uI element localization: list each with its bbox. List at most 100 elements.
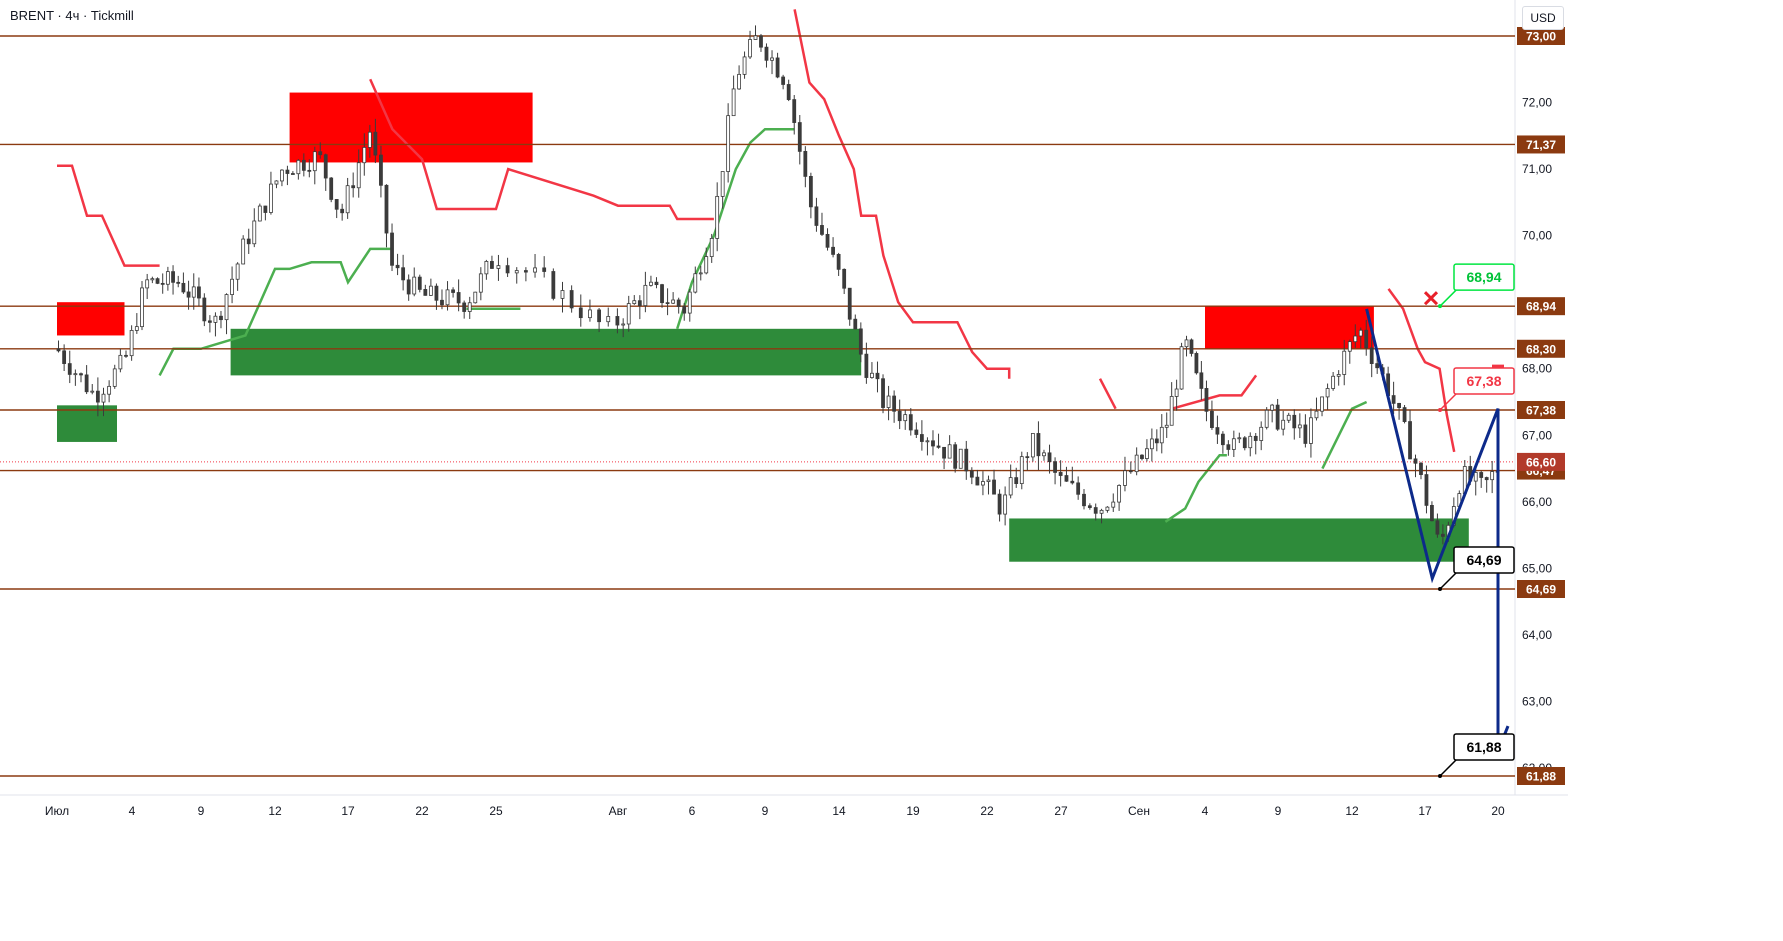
supply-zone [1205, 305, 1374, 349]
candle-body [569, 290, 574, 309]
candle-body [1194, 353, 1199, 374]
candle-body [356, 162, 361, 189]
candle-body [171, 271, 175, 283]
level-tag-bg [1517, 400, 1565, 419]
candle-body [947, 444, 952, 459]
candle-body [290, 173, 295, 175]
level-tag-bg [1517, 135, 1565, 154]
callout-leader [1439, 572, 1457, 590]
candle-body [886, 395, 891, 408]
candle-body [257, 205, 262, 222]
x-tick-label: 4 [129, 804, 136, 818]
price-chart[interactable]: 68,94 67,38 64,69 61,88 73,00 72,00 71,00 70,00… [0, 0, 1568, 826]
callout-anchor [1438, 587, 1442, 592]
candle-body [748, 39, 752, 58]
callout-leader [1439, 393, 1457, 411]
candle-body [1159, 426, 1164, 444]
supertrend-down-line [369, 78, 714, 221]
candle-body [124, 354, 128, 357]
candle-body [451, 289, 455, 293]
candle-body [654, 281, 659, 286]
candle-body [312, 151, 317, 172]
candle-body [263, 205, 268, 213]
candle-body [1008, 477, 1013, 496]
candle-body [698, 272, 703, 275]
candle-body [1408, 421, 1412, 460]
candle-body [1014, 477, 1019, 485]
candle-body [362, 147, 367, 164]
supertrend-up-line [1164, 453, 1227, 523]
candle-body [334, 199, 339, 210]
candle-body [1030, 433, 1035, 458]
candle-body [831, 246, 835, 255]
level-tag-label: 64,69 [1526, 583, 1556, 597]
candle-body [615, 316, 620, 326]
callout-label: 67,38 [1466, 373, 1501, 389]
callout-anchor [1438, 304, 1442, 309]
x-tick-label: 20 [1491, 804, 1505, 818]
candle-body [786, 84, 791, 100]
candle-body [230, 278, 234, 295]
x-tick-label: 17 [341, 804, 355, 818]
candle-body [440, 299, 444, 306]
x-tick-label: Сен [1128, 804, 1150, 818]
chart-header-title: BRENT · 4ч · Tickmill [10, 8, 134, 23]
price-callout[interactable]: 68,94 [1438, 263, 1515, 309]
price-callout[interactable]: 61,88 [1438, 733, 1515, 778]
candle-body [1105, 506, 1110, 511]
candle-body [1248, 435, 1253, 449]
zones-group [57, 92, 1469, 562]
candle-body [597, 309, 601, 323]
candle-body [340, 208, 345, 214]
candle-body [467, 302, 472, 312]
supertrend-up-line [676, 127, 795, 330]
candle-body [197, 286, 201, 299]
candle-body [936, 445, 941, 448]
candle-body [62, 350, 67, 364]
candle-body [296, 159, 301, 175]
candle-body [224, 294, 229, 321]
level-price-tag: 68,30 [1517, 339, 1565, 358]
candle-body [1430, 504, 1434, 522]
candle-body [181, 282, 186, 293]
callout-box [1453, 733, 1515, 761]
candle-body [1342, 350, 1347, 375]
currency-button[interactable]: USD [1522, 6, 1564, 30]
candle-body [1303, 424, 1308, 444]
price-callout[interactable]: 64,69 [1438, 546, 1515, 592]
x-tick-label: 9 [198, 804, 205, 818]
candle-body [1281, 419, 1286, 430]
candle-body [908, 414, 913, 431]
x-tick-label: 25 [489, 804, 503, 818]
candle-body [875, 372, 880, 380]
level-price-tag: 67,38 [1517, 400, 1565, 419]
candle-body [997, 493, 1002, 515]
candle-body [73, 373, 78, 376]
candle-body [285, 169, 290, 174]
candle-body [704, 256, 709, 274]
candle-body [1264, 409, 1269, 428]
price-callout[interactable]: 67,38 [1438, 367, 1515, 412]
candle-body [307, 169, 312, 172]
levels-group [0, 35, 1515, 777]
candle-body [165, 271, 170, 285]
candle-body [742, 56, 747, 75]
candle-body [406, 279, 411, 295]
candle-body [953, 444, 958, 469]
candle-body [814, 206, 819, 226]
candle-body [1259, 426, 1264, 441]
candle-body [160, 282, 165, 285]
candle-body [1164, 424, 1169, 428]
candle-body [1484, 477, 1489, 481]
candle-body [1117, 485, 1122, 503]
candle-body [825, 233, 830, 248]
candle-body [1364, 329, 1369, 349]
candle-body [1292, 414, 1297, 429]
candle-body [578, 307, 583, 319]
candle-body [847, 287, 852, 320]
supertrend-down-line [57, 164, 160, 267]
candle-body [903, 414, 908, 422]
callout-leader [1439, 759, 1457, 777]
level-price-tag: 64,69 [1517, 580, 1565, 599]
level-price-tag: 61,88 [1517, 767, 1565, 785]
